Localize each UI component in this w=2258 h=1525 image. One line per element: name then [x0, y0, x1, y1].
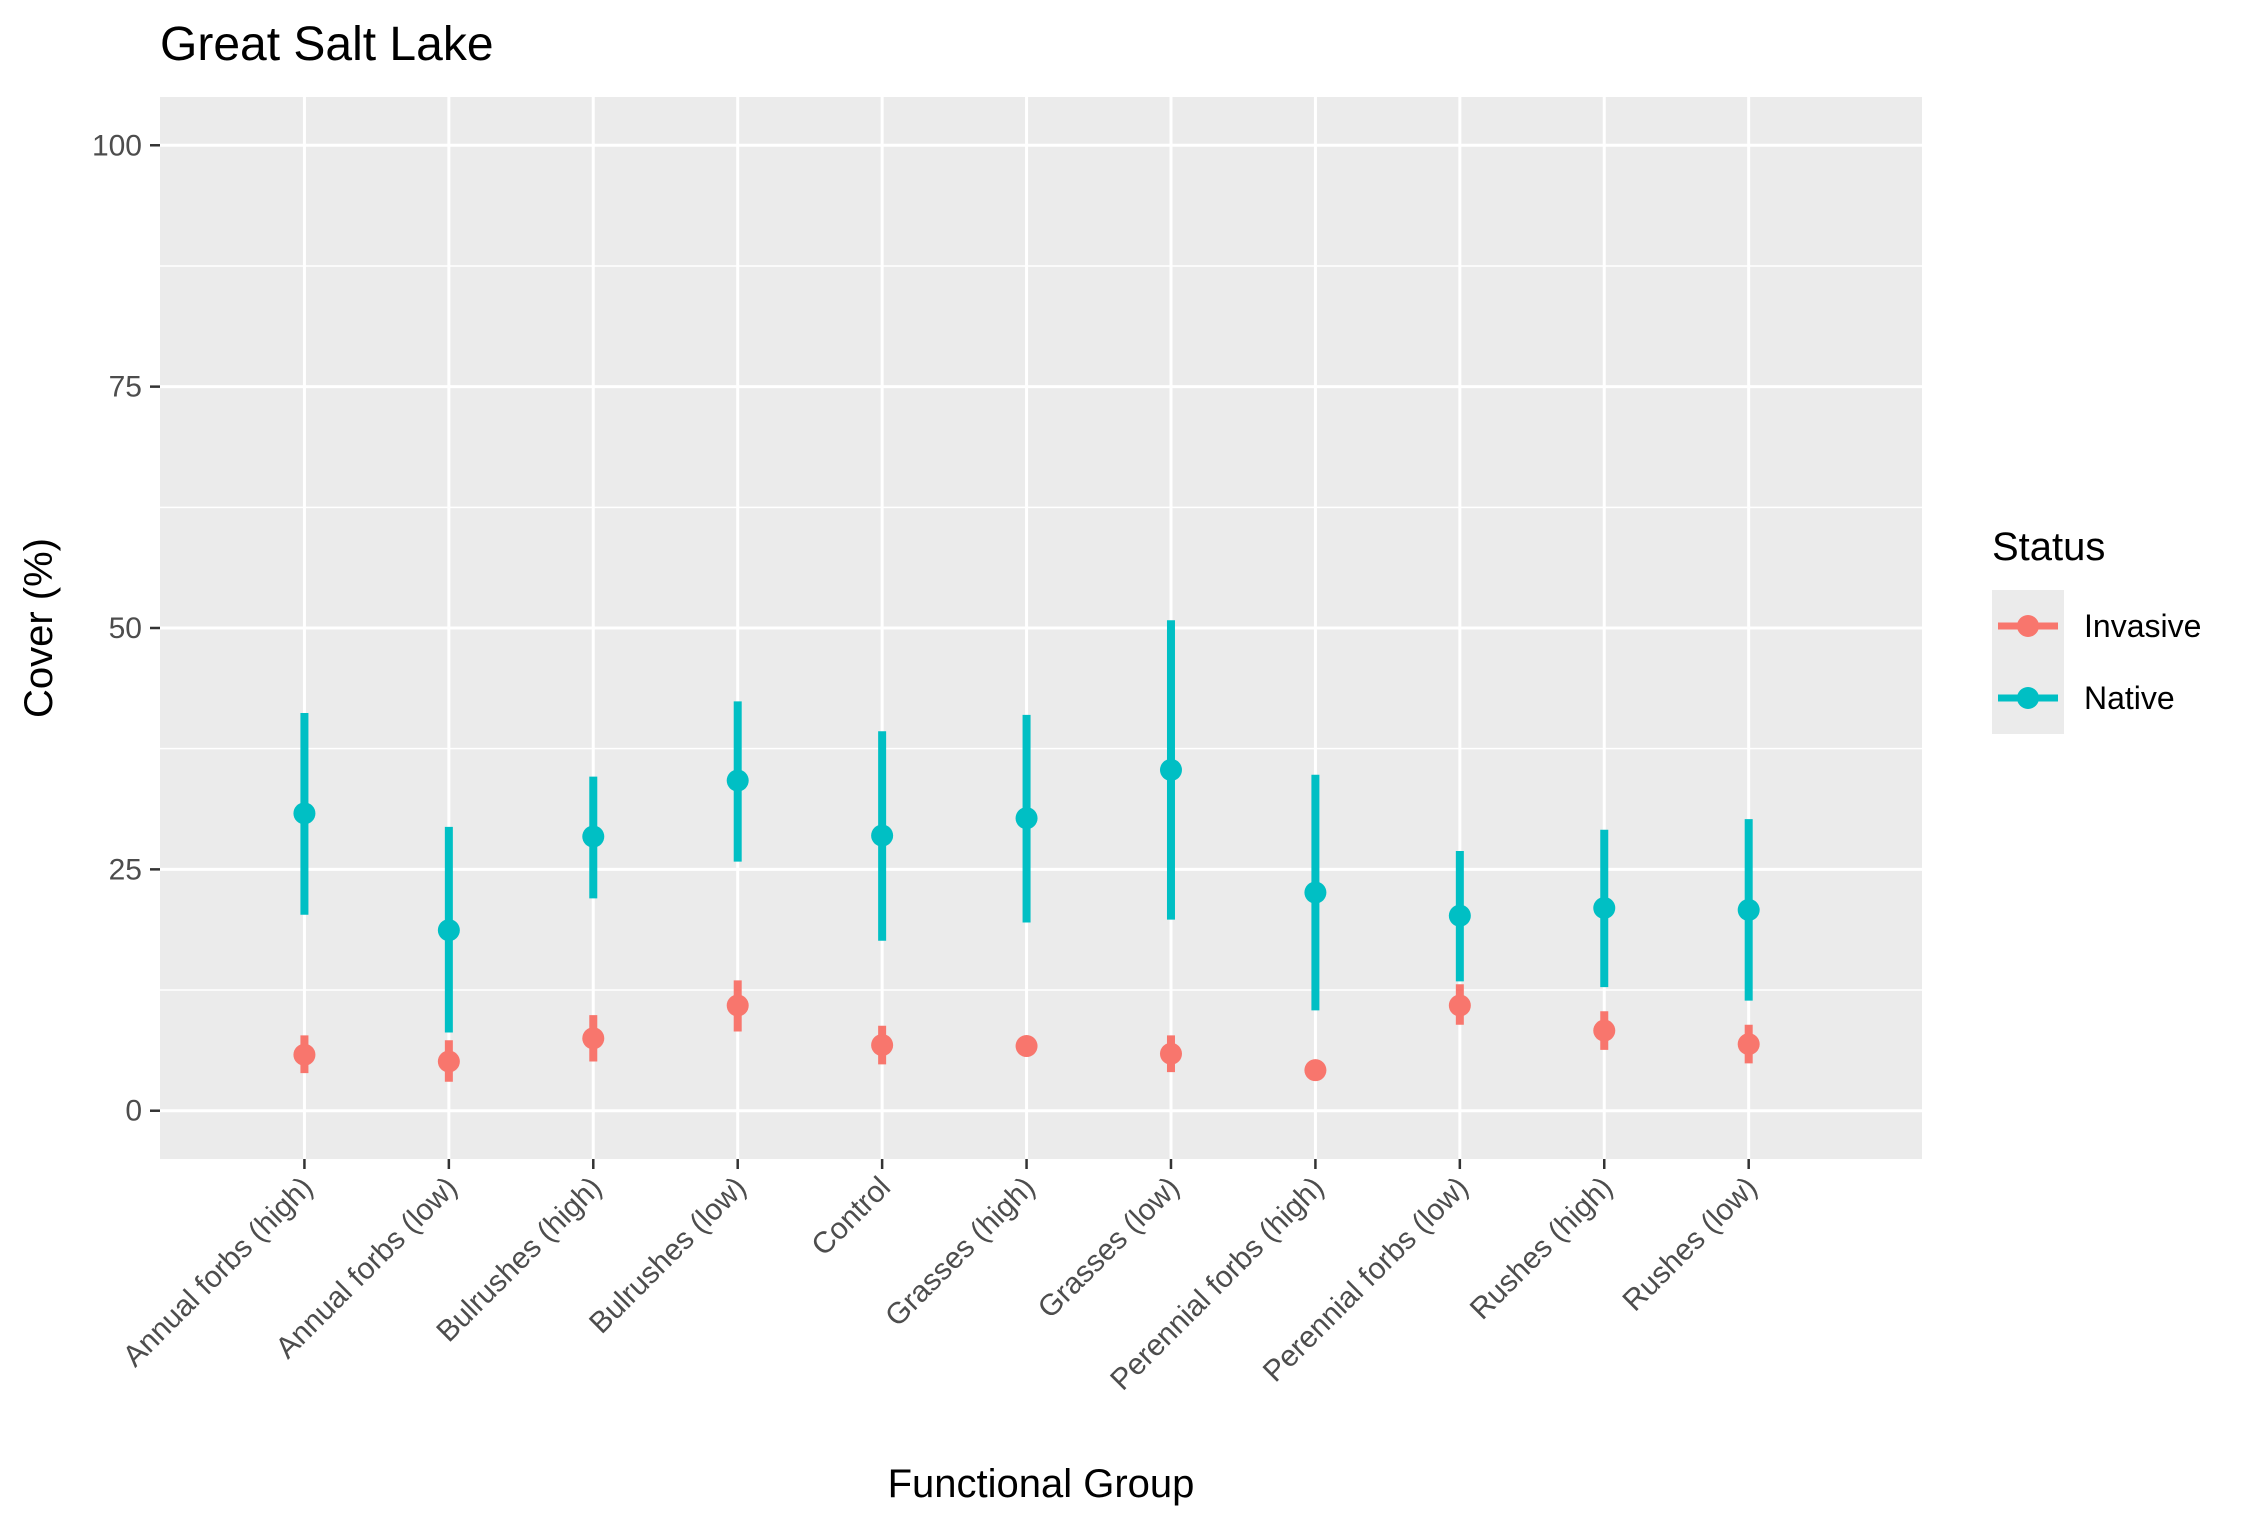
x-tick-label: Rushes (low)	[1617, 1171, 1764, 1318]
data-point	[293, 802, 316, 825]
legend-label: Native	[2084, 680, 2175, 716]
x-tick-label: Bulrushes (low)	[583, 1171, 753, 1341]
chart-title: Great Salt Lake	[160, 18, 494, 71]
data-point	[1015, 807, 1038, 830]
data-point	[1159, 1042, 1182, 1065]
data-point	[1448, 904, 1471, 927]
y-tick-label: 25	[109, 853, 142, 886]
x-tick-label: Rushes (high)	[1464, 1171, 1619, 1326]
x-axis: Annual forbs (high)Annual forbs (low)Bul…	[117, 1159, 1764, 1397]
data-points	[293, 758, 1760, 1082]
legend-keys: Invasive Native	[1998, 608, 2201, 716]
data-point	[1159, 758, 1182, 781]
data-point	[871, 1034, 894, 1057]
y-axis-title: Cover (%)	[17, 538, 61, 718]
y-tick-label: 50	[109, 612, 142, 645]
legend-key-point	[2017, 687, 2039, 709]
x-tick-label: Control	[805, 1171, 897, 1263]
y-tick-label: 75	[109, 371, 142, 404]
data-point	[726, 769, 749, 792]
data-point	[582, 825, 605, 848]
x-axis-title: Functional Group	[888, 1462, 1195, 1506]
x-tick-label: Grasses (low)	[1032, 1171, 1186, 1325]
y-tick-label: 100	[92, 129, 142, 162]
legend-key-point	[2017, 615, 2039, 637]
data-point	[1737, 1033, 1760, 1056]
data-point	[1593, 1019, 1616, 1042]
y-axis: 0 25 50 75 100	[92, 129, 160, 1128]
minor-gridlines	[160, 265, 1922, 991]
legend-title: Status	[1992, 525, 2105, 569]
legend: Status Invasive Native	[1992, 525, 2201, 734]
y-tick-label: 0	[125, 1095, 142, 1128]
data-point	[437, 919, 460, 942]
data-point	[1304, 881, 1327, 904]
data-point	[726, 994, 749, 1017]
data-point	[1737, 898, 1760, 921]
data-point	[1015, 1035, 1038, 1058]
legend-key-background	[1992, 590, 2064, 734]
data-point	[582, 1027, 605, 1050]
data-point	[1593, 896, 1616, 919]
data-point	[437, 1050, 460, 1073]
data-point	[871, 824, 894, 847]
x-tick-label: Grasses (high)	[879, 1171, 1041, 1333]
data-point	[1448, 994, 1471, 1017]
legend-label: Invasive	[2084, 608, 2201, 644]
data-point	[1304, 1059, 1327, 1082]
data-point	[293, 1043, 316, 1066]
